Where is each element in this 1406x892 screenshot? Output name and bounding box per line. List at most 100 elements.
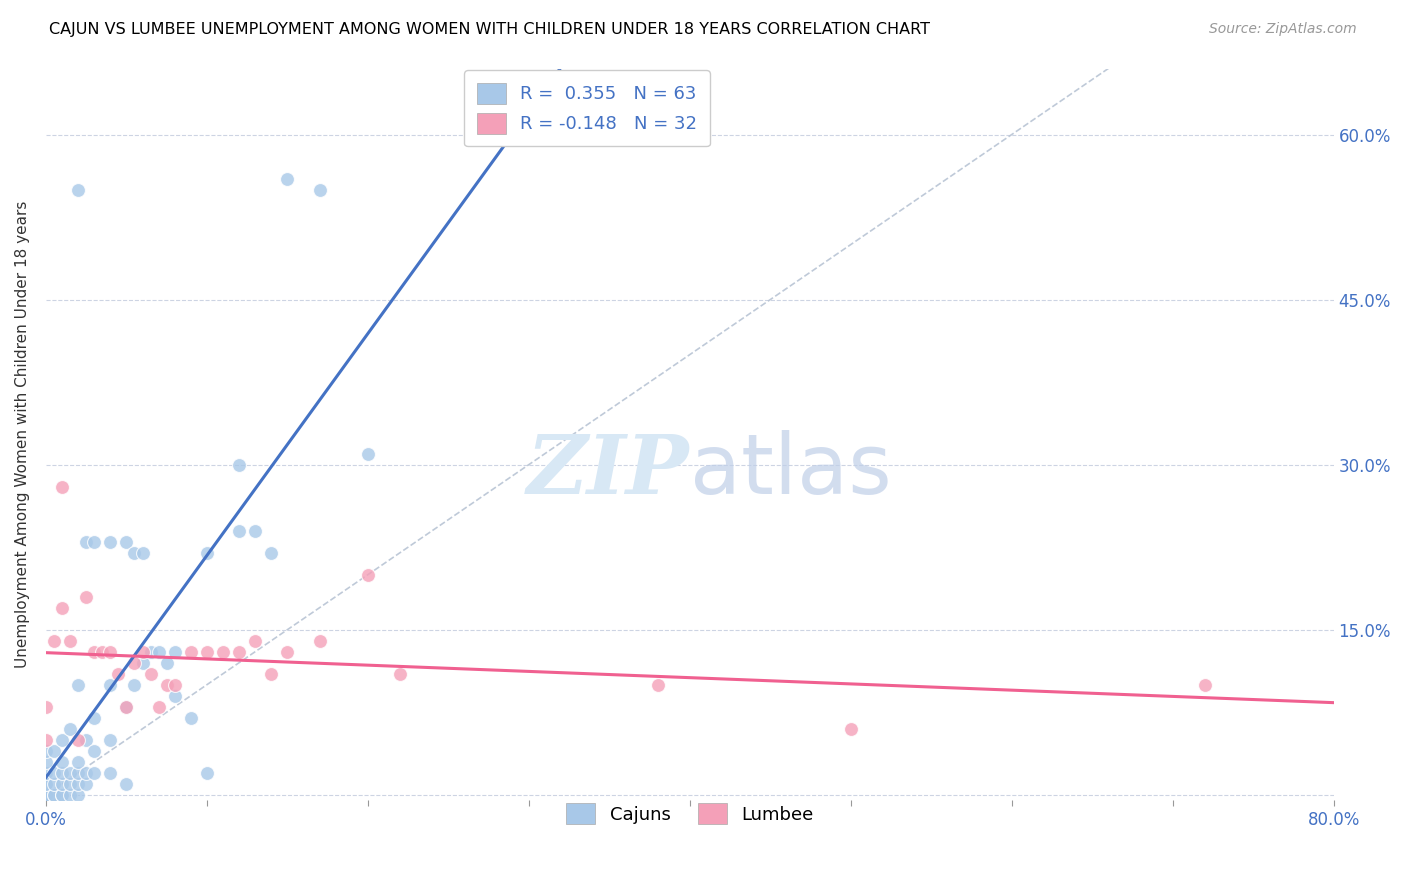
Point bbox=[1194, 678, 1216, 692]
Point bbox=[35, 699, 58, 714]
Point bbox=[83, 744, 105, 758]
Point bbox=[276, 645, 298, 659]
Point bbox=[35, 777, 58, 791]
Point bbox=[260, 666, 283, 681]
Point bbox=[357, 567, 380, 582]
Point bbox=[124, 678, 146, 692]
Point bbox=[245, 633, 267, 648]
Point bbox=[83, 765, 105, 780]
Point bbox=[83, 645, 105, 659]
Point bbox=[59, 788, 82, 802]
Point bbox=[35, 755, 58, 769]
Point bbox=[67, 788, 90, 802]
Point bbox=[115, 777, 138, 791]
Point bbox=[228, 458, 250, 472]
Point bbox=[156, 678, 179, 692]
Point bbox=[195, 546, 218, 560]
Point bbox=[67, 732, 90, 747]
Point bbox=[131, 546, 153, 560]
Point bbox=[35, 765, 58, 780]
Point bbox=[75, 765, 97, 780]
Point bbox=[148, 699, 170, 714]
Point bbox=[42, 788, 65, 802]
Point bbox=[35, 732, 58, 747]
Point bbox=[75, 590, 97, 604]
Point bbox=[98, 765, 121, 780]
Point bbox=[228, 645, 250, 659]
Point bbox=[195, 645, 218, 659]
Point bbox=[35, 788, 58, 802]
Point bbox=[98, 645, 121, 659]
Point bbox=[212, 645, 235, 659]
Point bbox=[389, 666, 412, 681]
Point bbox=[75, 777, 97, 791]
Point bbox=[67, 777, 90, 791]
Point bbox=[67, 755, 90, 769]
Legend: Cajuns, Lumbee: Cajuns, Lumbee bbox=[555, 793, 824, 835]
Point bbox=[139, 666, 162, 681]
Point bbox=[42, 777, 65, 791]
Point bbox=[308, 183, 330, 197]
Point bbox=[180, 645, 202, 659]
Point bbox=[115, 699, 138, 714]
Point bbox=[51, 777, 73, 791]
Point bbox=[35, 788, 58, 802]
Point bbox=[51, 732, 73, 747]
Point bbox=[228, 524, 250, 538]
Point bbox=[42, 633, 65, 648]
Point bbox=[59, 765, 82, 780]
Point bbox=[35, 788, 58, 802]
Point bbox=[98, 678, 121, 692]
Point bbox=[260, 546, 283, 560]
Point bbox=[131, 645, 153, 659]
Point bbox=[51, 600, 73, 615]
Point bbox=[148, 645, 170, 659]
Point bbox=[51, 480, 73, 494]
Point bbox=[59, 633, 82, 648]
Point bbox=[647, 678, 669, 692]
Point bbox=[245, 524, 267, 538]
Point bbox=[115, 699, 138, 714]
Point bbox=[139, 645, 162, 659]
Point bbox=[67, 678, 90, 692]
Point bbox=[51, 765, 73, 780]
Point bbox=[75, 534, 97, 549]
Point bbox=[42, 765, 65, 780]
Point bbox=[115, 534, 138, 549]
Text: atlas: atlas bbox=[690, 431, 891, 511]
Point bbox=[35, 777, 58, 791]
Point bbox=[124, 546, 146, 560]
Point bbox=[124, 656, 146, 670]
Point bbox=[59, 722, 82, 736]
Point bbox=[357, 447, 380, 461]
Point bbox=[839, 722, 862, 736]
Point bbox=[51, 788, 73, 802]
Point bbox=[67, 765, 90, 780]
Point bbox=[51, 788, 73, 802]
Y-axis label: Unemployment Among Women with Children Under 18 years: Unemployment Among Women with Children U… bbox=[15, 201, 30, 668]
Point bbox=[308, 633, 330, 648]
Point bbox=[83, 711, 105, 725]
Point bbox=[163, 678, 186, 692]
Point bbox=[156, 656, 179, 670]
Text: Source: ZipAtlas.com: Source: ZipAtlas.com bbox=[1209, 22, 1357, 37]
Point bbox=[35, 744, 58, 758]
Text: ZIP: ZIP bbox=[527, 431, 690, 511]
Point bbox=[75, 732, 97, 747]
Point bbox=[98, 534, 121, 549]
Point bbox=[163, 689, 186, 703]
Point bbox=[131, 656, 153, 670]
Point bbox=[163, 645, 186, 659]
Point bbox=[59, 777, 82, 791]
Point bbox=[195, 765, 218, 780]
Point bbox=[83, 534, 105, 549]
Point bbox=[42, 788, 65, 802]
Point bbox=[67, 183, 90, 197]
Text: CAJUN VS LUMBEE UNEMPLOYMENT AMONG WOMEN WITH CHILDREN UNDER 18 YEARS CORRELATIO: CAJUN VS LUMBEE UNEMPLOYMENT AMONG WOMEN… bbox=[49, 22, 931, 37]
Point bbox=[180, 711, 202, 725]
Point bbox=[42, 744, 65, 758]
Point bbox=[91, 645, 114, 659]
Point bbox=[51, 755, 73, 769]
Point bbox=[107, 666, 129, 681]
Point bbox=[276, 171, 298, 186]
